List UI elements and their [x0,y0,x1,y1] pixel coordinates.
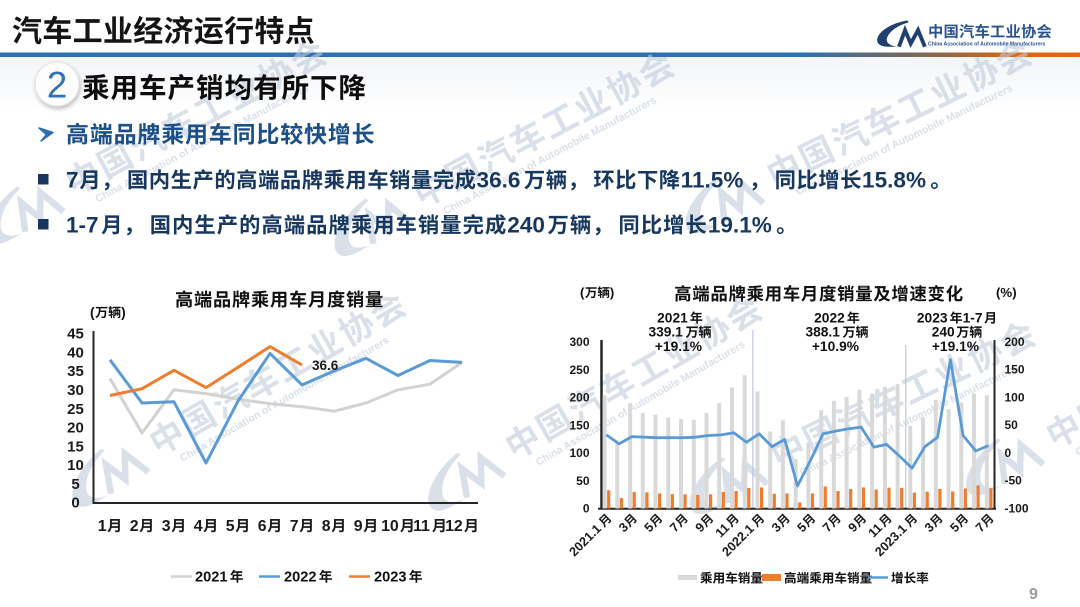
svg-text:240: 240 [932,325,955,340]
svg-text:10: 10 [381,518,399,535]
svg-text:+19.1%: +19.1% [655,339,702,354]
svg-text:+10.9%: +10.9% [812,339,859,354]
svg-text:7: 7 [972,519,988,535]
svg-text:200: 200 [1005,335,1025,349]
svg-text:4: 4 [194,518,203,535]
svg-text:2: 2 [47,65,68,106]
svg-text:10: 10 [67,457,84,474]
svg-text:150: 150 [569,418,589,432]
svg-text:388.1: 388.1 [805,325,840,340]
svg-text:2: 2 [130,518,139,535]
svg-text:19.1%: 19.1% [708,213,772,238]
svg-text:3: 3 [768,519,784,535]
svg-text:200: 200 [569,391,589,405]
svg-text:50: 50 [576,474,590,488]
svg-text:45: 45 [67,326,84,343]
svg-text:50: 50 [1005,418,1019,432]
svg-text:12: 12 [445,518,463,535]
svg-text:11: 11 [865,520,885,540]
svg-text:150: 150 [1005,363,1025,377]
svg-text:40: 40 [67,344,84,361]
svg-text:5: 5 [71,476,79,493]
svg-text:3: 3 [616,519,632,535]
svg-text:240: 240 [507,213,545,238]
svg-text:China Association of Automobil: China Association of Automobile Manufact… [928,42,1045,48]
svg-text:5: 5 [226,518,235,535]
svg-text:250: 250 [569,363,589,377]
svg-text:7: 7 [290,518,299,535]
svg-text:2021.1: 2021.1 [566,521,604,559]
svg-text:9: 9 [354,518,363,535]
svg-text:36.6: 36.6 [477,168,521,193]
svg-text:7: 7 [666,519,682,535]
svg-text:100: 100 [1005,390,1025,404]
svg-text:-100: -100 [1005,501,1029,515]
svg-text:2021: 2021 [195,570,228,586]
svg-text:11: 11 [712,520,732,540]
svg-text:9: 9 [1029,586,1038,603]
svg-text:11: 11 [413,518,430,535]
svg-text:+19.1%: +19.1% [932,339,979,354]
svg-text:1: 1 [98,518,107,535]
svg-text:): ) [121,305,126,320]
svg-text:1-7: 1-7 [66,213,99,238]
svg-text:35: 35 [67,363,84,380]
svg-text:-50: -50 [1005,474,1023,488]
svg-text:20: 20 [67,420,84,437]
svg-text:7: 7 [66,168,79,193]
svg-text:11.5%: 11.5% [681,168,744,193]
svg-text:100: 100 [569,446,589,460]
svg-text:9: 9 [692,519,708,535]
svg-text:36.6: 36.6 [312,358,339,373]
svg-text:2022: 2022 [814,311,845,326]
svg-text:0: 0 [583,502,590,516]
svg-text:5: 5 [794,519,810,535]
svg-text:): ) [610,285,614,300]
svg-text:(: ( [580,285,585,300]
svg-text:6: 6 [258,518,267,535]
svg-text:(: ( [90,305,95,320]
svg-text:1-7: 1-7 [963,311,983,326]
svg-text:(%): (%) [996,285,1017,300]
svg-text:15: 15 [67,438,84,455]
svg-text:0: 0 [71,495,79,512]
svg-text:15.8%: 15.8% [862,168,926,193]
svg-text:9: 9 [845,519,861,535]
svg-text:25: 25 [67,401,84,418]
svg-text:5: 5 [641,519,657,535]
svg-text:3: 3 [921,519,937,535]
svg-text:5: 5 [947,519,963,535]
svg-text:7: 7 [819,519,835,535]
svg-text:2023: 2023 [374,570,407,586]
svg-text:2023: 2023 [917,311,948,326]
svg-text:2022: 2022 [284,570,317,586]
svg-text:0: 0 [1005,446,1012,460]
svg-text:300: 300 [569,335,589,349]
svg-text:339.1: 339.1 [648,325,683,340]
svg-text:2021: 2021 [657,311,688,326]
svg-text:3: 3 [162,518,171,535]
svg-text:8: 8 [322,518,331,535]
svg-text:30: 30 [67,382,84,399]
